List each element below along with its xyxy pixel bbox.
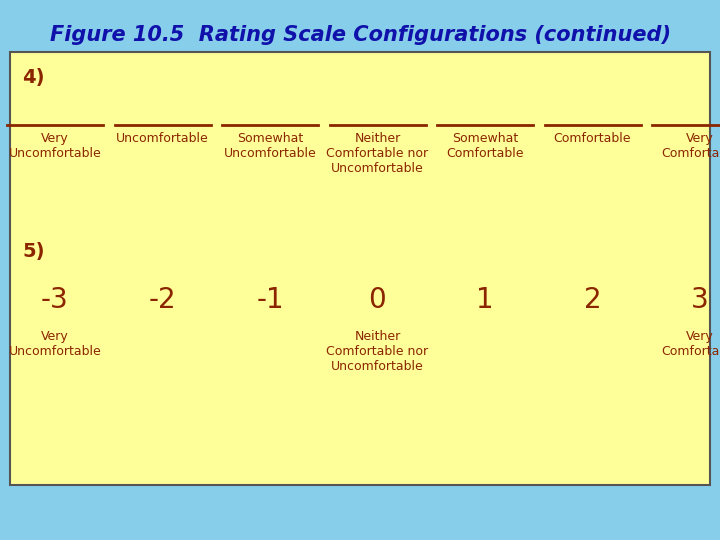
Text: -2: -2 (149, 286, 176, 314)
Text: Very
Comfortable: Very Comfortable (661, 132, 720, 160)
Text: Very
Comfortable: Very Comfortable (661, 330, 720, 358)
Text: -1: -1 (256, 286, 284, 314)
Text: Neither
Comfortable nor
Uncomfortable: Neither Comfortable nor Uncomfortable (326, 132, 428, 175)
Text: -3: -3 (41, 286, 69, 314)
Text: Somewhat
Comfortable: Somewhat Comfortable (446, 132, 523, 160)
Text: Comfortable: Comfortable (554, 132, 631, 145)
Text: Figure 10.5  Rating Scale Configurations (continued): Figure 10.5 Rating Scale Configurations … (50, 25, 670, 45)
FancyBboxPatch shape (10, 52, 710, 485)
Text: Somewhat
Uncomfortable: Somewhat Uncomfortable (224, 132, 316, 160)
Text: 5): 5) (22, 242, 45, 261)
Text: Very
Uncomfortable: Very Uncomfortable (9, 330, 102, 358)
Text: 4): 4) (22, 68, 45, 87)
Text: Neither
Comfortable nor
Uncomfortable: Neither Comfortable nor Uncomfortable (326, 330, 428, 373)
Text: Uncomfortable: Uncomfortable (116, 132, 209, 145)
Text: 3: 3 (691, 286, 709, 314)
Text: 0: 0 (369, 286, 387, 314)
Text: 2: 2 (584, 286, 601, 314)
Text: 1: 1 (476, 286, 494, 314)
Text: Very
Uncomfortable: Very Uncomfortable (9, 132, 102, 160)
